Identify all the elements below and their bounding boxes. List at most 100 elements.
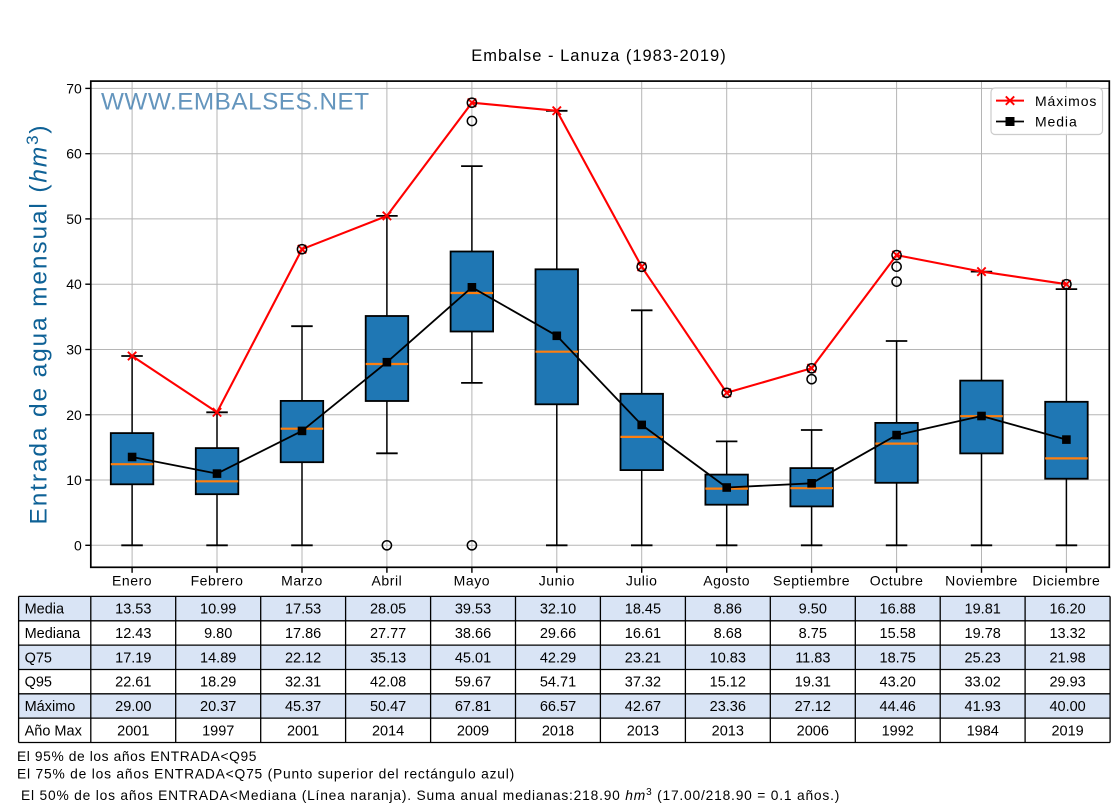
svg-text:16.88: 16.88 bbox=[880, 602, 916, 618]
svg-text:Entrada de agua mensual (hm3): Entrada de agua mensual (hm3) bbox=[23, 124, 53, 525]
svg-text:Septiembre: Septiembre bbox=[773, 573, 850, 589]
svg-text:44.46: 44.46 bbox=[880, 699, 916, 715]
svg-text:21.98: 21.98 bbox=[1049, 650, 1085, 666]
svg-text:18.75: 18.75 bbox=[880, 650, 916, 666]
svg-text:32.10: 32.10 bbox=[540, 602, 576, 618]
svg-text:38.66: 38.66 bbox=[455, 626, 491, 642]
svg-text:Embalse - Lanuza (1983-2019): Embalse - Lanuza (1983-2019) bbox=[471, 47, 726, 65]
svg-text:Diciembre: Diciembre bbox=[1032, 573, 1100, 589]
svg-text:40: 40 bbox=[66, 276, 82, 292]
svg-text:17.86: 17.86 bbox=[285, 626, 321, 642]
svg-text:2014: 2014 bbox=[372, 723, 404, 739]
svg-text:9.80: 9.80 bbox=[204, 626, 232, 642]
svg-text:9.50: 9.50 bbox=[799, 602, 827, 618]
svg-text:40.00: 40.00 bbox=[1049, 699, 1085, 715]
svg-text:Agosto: Agosto bbox=[703, 573, 750, 589]
svg-text:2013: 2013 bbox=[712, 723, 744, 739]
svg-text:10.83: 10.83 bbox=[710, 650, 746, 666]
svg-text:16.61: 16.61 bbox=[625, 626, 661, 642]
svg-text:1992: 1992 bbox=[882, 723, 914, 739]
svg-text:Mediana: Mediana bbox=[25, 626, 82, 642]
svg-text:42.08: 42.08 bbox=[370, 675, 406, 691]
svg-text:54.71: 54.71 bbox=[540, 675, 576, 691]
svg-text:30: 30 bbox=[66, 342, 82, 358]
svg-text:El 75% de los años ENTRADA<Q75: El 75% de los años ENTRADA<Q75 (Punto su… bbox=[17, 767, 515, 782]
svg-text:11.83: 11.83 bbox=[795, 650, 830, 666]
svg-text:Máximos: Máximos bbox=[1035, 93, 1097, 109]
svg-text:Junio: Junio bbox=[539, 573, 575, 589]
svg-text:70: 70 bbox=[66, 80, 82, 96]
svg-text:Julio: Julio bbox=[626, 573, 658, 589]
svg-text:Q95: Q95 bbox=[25, 675, 52, 691]
svg-text:Máximo: Máximo bbox=[25, 699, 76, 715]
svg-text:37.32: 37.32 bbox=[625, 675, 661, 691]
svg-text:42.67: 42.67 bbox=[625, 699, 661, 715]
svg-text:35.13: 35.13 bbox=[370, 650, 406, 666]
svg-text:32.31: 32.31 bbox=[285, 675, 321, 691]
svg-text:1984: 1984 bbox=[967, 723, 999, 739]
svg-text:67.81: 67.81 bbox=[455, 699, 491, 715]
svg-text:45.01: 45.01 bbox=[455, 650, 491, 666]
svg-text:27.77: 27.77 bbox=[370, 626, 406, 642]
svg-text:60: 60 bbox=[66, 146, 82, 162]
svg-text:17.19: 17.19 bbox=[115, 650, 151, 666]
svg-text:14.89: 14.89 bbox=[200, 650, 236, 666]
svg-text:Enero: Enero bbox=[112, 573, 152, 589]
svg-text:29.66: 29.66 bbox=[540, 626, 576, 642]
svg-text:15.12: 15.12 bbox=[710, 675, 746, 691]
svg-text:El 95% de los años ENTRADA<Q95: El 95% de los años ENTRADA<Q95 bbox=[17, 749, 257, 764]
svg-text:18.29: 18.29 bbox=[200, 675, 236, 691]
svg-text:20.37: 20.37 bbox=[200, 699, 236, 715]
svg-text:Abril: Abril bbox=[372, 573, 403, 589]
svg-text:Q75: Q75 bbox=[25, 650, 52, 666]
svg-text:1997: 1997 bbox=[202, 723, 234, 739]
svg-text:2013: 2013 bbox=[627, 723, 659, 739]
svg-text:41.93: 41.93 bbox=[965, 699, 1001, 715]
svg-text:10: 10 bbox=[66, 472, 82, 488]
svg-text:2009: 2009 bbox=[457, 723, 489, 739]
svg-text:19.81: 19.81 bbox=[965, 602, 1001, 618]
svg-text:29.93: 29.93 bbox=[1049, 675, 1085, 691]
svg-text:33.02: 33.02 bbox=[965, 675, 1001, 691]
svg-text:El 50% de los años ENTRADA<Med: El 50% de los años ENTRADA<Mediana (Líne… bbox=[21, 787, 840, 803]
svg-text:Media: Media bbox=[25, 602, 65, 618]
svg-text:Marzo: Marzo bbox=[281, 573, 323, 589]
svg-text:19.78: 19.78 bbox=[965, 626, 1001, 642]
svg-text:20: 20 bbox=[66, 407, 82, 423]
svg-text:Mayo: Mayo bbox=[454, 573, 490, 589]
svg-text:45.37: 45.37 bbox=[285, 699, 321, 715]
svg-text:15.58: 15.58 bbox=[880, 626, 916, 642]
svg-text:12.43: 12.43 bbox=[115, 626, 151, 642]
svg-text:2018: 2018 bbox=[542, 723, 574, 739]
svg-text:25.23: 25.23 bbox=[965, 650, 1001, 666]
svg-text:Media: Media bbox=[1035, 114, 1078, 130]
svg-text:17.53: 17.53 bbox=[285, 602, 321, 618]
svg-text:39.53: 39.53 bbox=[455, 602, 491, 618]
svg-text:23.21: 23.21 bbox=[625, 650, 661, 666]
svg-text:Noviembre: Noviembre bbox=[945, 573, 1018, 589]
svg-text:13.53: 13.53 bbox=[115, 602, 151, 618]
svg-text:66.57: 66.57 bbox=[540, 699, 576, 715]
svg-text:8.68: 8.68 bbox=[714, 626, 742, 642]
svg-text:22.61: 22.61 bbox=[115, 675, 151, 691]
svg-text:27.12: 27.12 bbox=[795, 699, 831, 715]
svg-text:50: 50 bbox=[66, 211, 82, 227]
svg-text:Octubre: Octubre bbox=[870, 573, 924, 589]
svg-text:2006: 2006 bbox=[797, 723, 829, 739]
svg-text:2019: 2019 bbox=[1051, 723, 1083, 739]
svg-text:16.20: 16.20 bbox=[1049, 602, 1085, 618]
svg-text:29.00: 29.00 bbox=[115, 699, 151, 715]
svg-text:23.36: 23.36 bbox=[710, 699, 746, 715]
svg-text:Febrero: Febrero bbox=[191, 573, 244, 589]
svg-text:WWW.EMBALSES.NET: WWW.EMBALSES.NET bbox=[101, 89, 370, 116]
svg-text:59.67: 59.67 bbox=[455, 675, 491, 691]
svg-text:8.86: 8.86 bbox=[714, 602, 742, 618]
svg-text:0: 0 bbox=[74, 537, 82, 553]
svg-text:42.29: 42.29 bbox=[540, 650, 576, 666]
svg-text:22.12: 22.12 bbox=[285, 650, 321, 666]
svg-text:19.31: 19.31 bbox=[795, 675, 831, 691]
svg-text:2001: 2001 bbox=[117, 723, 149, 739]
svg-text:43.20: 43.20 bbox=[880, 675, 916, 691]
svg-text:8.75: 8.75 bbox=[799, 626, 827, 642]
svg-text:Año Max: Año Max bbox=[25, 723, 83, 739]
